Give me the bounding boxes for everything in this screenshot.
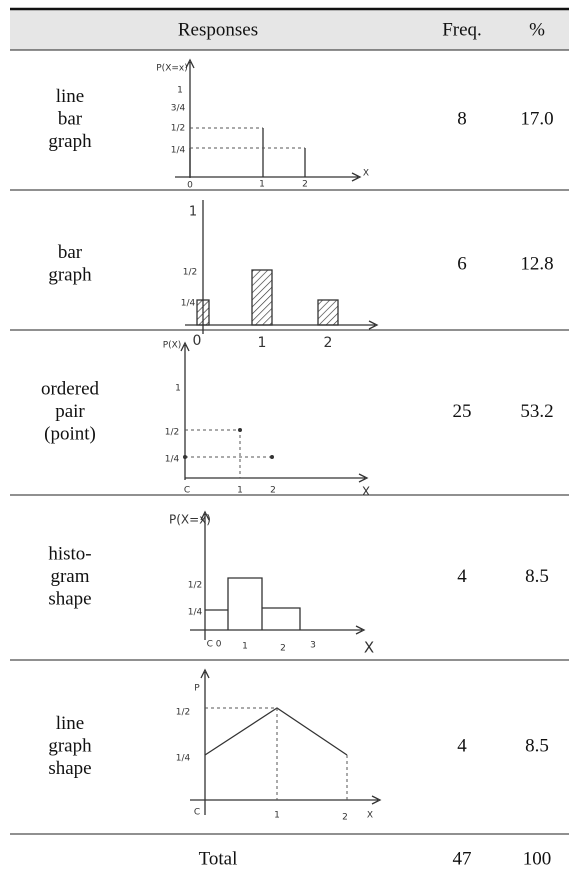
sketch-label: X: [362, 485, 370, 499]
sketch-label: P: [194, 684, 200, 694]
freq-cell: 25: [453, 401, 472, 422]
freq-cell: 4: [457, 735, 467, 756]
sketch-label: 3/4: [171, 104, 186, 114]
sketch-label: 1: [177, 86, 183, 96]
sketch-label: 2: [324, 335, 333, 351]
response-line: line: [56, 86, 85, 107]
sketch-label: 3: [310, 641, 316, 651]
sketch-label: 1/4: [176, 754, 191, 764]
sketch-label: 2: [280, 644, 286, 654]
sketch: P 1/2 1/4 C 1 2 X: [176, 670, 380, 823]
freq-cell: 8: [457, 108, 467, 129]
sketch-label: 1/2: [188, 581, 202, 591]
sketch-label: C 0: [207, 640, 222, 650]
table: Responses Freq. % P(X=x) 1 3/4 1/2 1/4 0…: [0, 0, 569, 882]
sketch: P(X) 1 1/2 1/4 C 1 2 X: [163, 341, 370, 499]
response-line: graph: [48, 265, 92, 286]
sketch-label: 1: [175, 384, 181, 394]
sketch-label: 2: [270, 486, 276, 496]
sketch-label: 1/2: [176, 708, 190, 718]
header-cell: Responses: [178, 19, 258, 40]
response-line: shape: [48, 588, 91, 609]
sketch-label: P(X=x): [156, 64, 187, 74]
sketch-label: P(X): [163, 341, 182, 351]
response-line: histo-: [48, 543, 91, 564]
sketch: P(X=x) 1 3/4 1/2 1/4 0 1 2 X: [156, 60, 369, 191]
sketch-label: 1/2: [171, 124, 185, 134]
sketch-label: 1/4: [188, 608, 203, 618]
sketch: P(X=x) 1/2 1/4 C 0 1 2 3 X: [169, 512, 374, 657]
sketch-label: P(X=x): [169, 513, 211, 527]
sketch-label: 1: [237, 486, 243, 496]
sketch-label: 1/4: [165, 455, 180, 465]
sketch-label: 1: [258, 335, 267, 351]
response-line: line: [56, 713, 85, 734]
header-cell: Freq.: [442, 19, 482, 40]
sketch: 1 1/2 1/4 0 1 2: [181, 200, 377, 351]
sketch-label: 1: [274, 811, 280, 821]
total-freq: 47: [453, 848, 472, 869]
sketch-label: C: [194, 808, 200, 818]
sketch-label: X: [367, 811, 373, 821]
freq-cell: 4: [457, 566, 467, 587]
percent-cell: 12.8: [520, 253, 553, 274]
response-line: bar: [58, 242, 83, 263]
percent-cell: 8.5: [525, 735, 549, 756]
sketch-label: C: [184, 486, 190, 496]
sketch-label: 0: [187, 181, 193, 191]
header-cell: %: [529, 19, 545, 40]
response-line: bar: [58, 108, 83, 129]
total-label: Total: [199, 848, 238, 869]
percent-cell: 53.2: [520, 401, 553, 422]
sketch-label: 1/2: [165, 428, 179, 438]
sketch-label: 1: [259, 180, 265, 190]
sketch-label: 1/4: [181, 299, 196, 309]
response-line: graph: [48, 131, 92, 152]
sketch-label: 1: [242, 642, 248, 652]
sketch-label: X: [364, 639, 374, 657]
sketch-label: 1/4: [171, 146, 186, 156]
response-line: ordered: [41, 378, 100, 399]
response-line: graph: [48, 735, 92, 756]
sketch-label: 1/2: [183, 268, 197, 278]
response-line: (point): [44, 423, 96, 444]
total-percent: 100: [523, 848, 552, 869]
response-line: shape: [48, 758, 91, 779]
percent-cell: 8.5: [525, 566, 549, 587]
response-line: gram: [50, 566, 89, 587]
sketch-label: 1: [189, 205, 197, 220]
freq-cell: 6: [457, 253, 467, 274]
percent-cell: 17.0: [520, 108, 553, 129]
sketch-label: 2: [302, 180, 308, 190]
response-line: pair: [55, 401, 85, 422]
sketch-label: 2: [342, 813, 348, 823]
sketch-label: 0: [193, 333, 202, 349]
header-bg: [10, 10, 569, 50]
sketch-label: X: [363, 169, 369, 179]
